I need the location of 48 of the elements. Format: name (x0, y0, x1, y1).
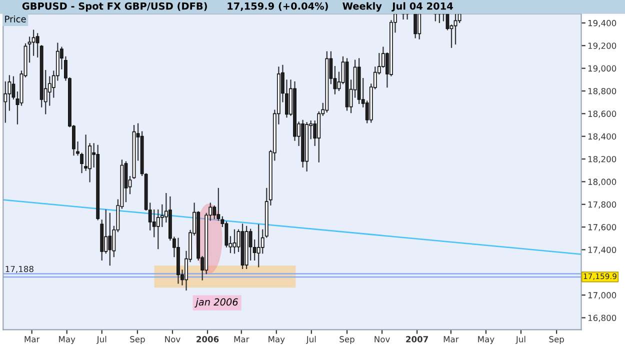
y-tick-label: 18,200 (588, 156, 616, 164)
x-tick-label: Mar (24, 336, 40, 342)
ref-line-label: 17,188 (6, 266, 34, 273)
candlestick (418, 14, 422, 40)
y-axis-title: Price (5, 15, 26, 22)
x-tick-label: Sep (340, 336, 354, 344)
y-tick-label: 16,800 (588, 314, 616, 322)
x-tick-label: May (59, 336, 76, 344)
candlestick (414, 14, 418, 38)
x-tick-label: Jul (516, 336, 526, 344)
candlestick (232, 229, 236, 254)
candlestick (84, 134, 88, 171)
annotation: jan 2006 (194, 298, 238, 308)
candlestick (104, 209, 108, 254)
x-tick-label: Mar (444, 336, 459, 342)
x-tick-label: Sep (549, 336, 564, 344)
x-tick-label: Nov (165, 336, 180, 342)
x-tick-label: Mar (234, 336, 250, 342)
y-tick-label: 17,800 (588, 201, 616, 208)
y-tick-label: 18,400 (588, 133, 616, 140)
candlestick (108, 212, 112, 266)
y-tick-label: 19,200 (588, 42, 616, 50)
x-tick-label: May (268, 336, 285, 344)
y-tick-label: 17,000 (588, 292, 616, 300)
y-tick-label: 19,000 (588, 65, 616, 72)
x-tick-label: Jul (306, 336, 316, 344)
y-tick-label: 18,000 (588, 178, 616, 186)
candlestick (28, 36, 32, 63)
y-tick-label: 17,600 (588, 224, 616, 232)
y-tick-label: 17,400 (588, 246, 616, 254)
x-tick-label: Jul (96, 336, 106, 344)
candlestick (152, 209, 156, 238)
chart-subtitle: 17,159.9 (+0.04%) Weekly Jul 04 2014 (228, 2, 453, 12)
x-tick-label: Nov (374, 336, 390, 342)
y-tick-label: 18,800 (588, 88, 616, 96)
candlestick (32, 30, 36, 56)
candlestick (256, 224, 260, 268)
y-tick-label: 19,400 (588, 20, 616, 28)
candlestick (36, 33, 40, 58)
y-tick-label: 18,600 (588, 110, 616, 118)
candlestick (216, 188, 220, 221)
chart-title: GBPUSD - Spot FX GBP/USD (DFB) (22, 2, 207, 12)
x-tick-label: May (478, 336, 494, 344)
candlestick (212, 206, 216, 220)
candlestick (4, 81, 8, 123)
x-tick-label: 2006 (196, 336, 219, 342)
x-tick-label: 2007 (406, 336, 428, 342)
x-tick-label: Sep (130, 336, 145, 344)
